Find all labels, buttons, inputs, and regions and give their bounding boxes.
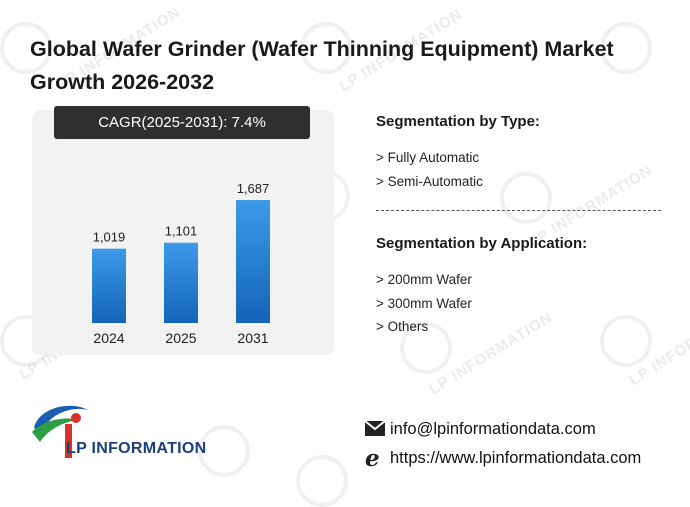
bar-value-label: 1,101 [165,224,198,239]
lp-information-logo [32,405,88,458]
x-tick-label: 2025 [165,330,196,346]
segmentation-application-title: Segmentation by Application: [376,235,588,252]
x-tick-label: 2031 [237,330,268,346]
bar-chart: 1,019 2024 1,101 2025 1,687 2031 [92,181,270,346]
segmentation-application-item: > 200mm Wafer [376,272,472,287]
bar-value-label: 1,687 [237,181,270,196]
browser-e-icon: e [365,447,380,469]
watermark-logo [600,315,652,367]
cagr-badge: CAGR(2025-2031): 7.4% [54,106,310,139]
logo-text: LP INFORMATION [66,440,207,457]
segmentation-application-item: > Others [376,319,429,334]
segmentation-type-title: Segmentation by Type: [376,113,540,130]
envelope-icon [364,420,386,436]
bar-value-label: 1,019 [93,230,126,245]
segmentation-type-item: > Fully Automatic [376,150,480,165]
watermark-logo [500,172,552,224]
logo-green-swoosh [32,418,78,442]
watermark-logo [296,455,348,507]
segmentation-type-item: > Semi-Automatic [376,174,483,189]
page-title: Global Wafer Grinder (Wafer Thinning Equ… [30,37,614,94]
watermark-text: LP INFORMATION [426,308,556,399]
bar-2031 [236,200,270,323]
bar-2024 [92,248,126,323]
contact-website[interactable]: https://www.lpinformationdata.com [390,449,642,467]
logo-red-dot [71,413,81,423]
x-tick-label: 2024 [93,330,124,346]
segmentation-application-item: > 300mm Wafer [376,296,472,311]
logo-blue-swoosh [34,405,88,432]
logo-red-stem [65,424,72,458]
section-divider [376,210,661,211]
contact-email[interactable]: info@lpinformationdata.com [390,420,596,438]
bar-2025 [164,242,198,323]
svg-text:e: e [365,447,380,469]
watermark-text: LP INFORMATION [626,299,690,390]
